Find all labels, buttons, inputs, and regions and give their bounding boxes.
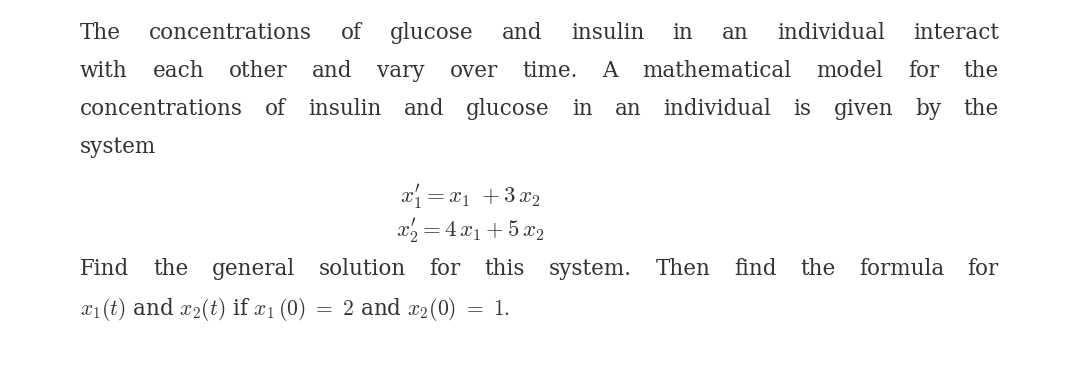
Text: in: in	[672, 22, 694, 44]
Text: system: system	[80, 136, 156, 158]
Text: glucose: glucose	[390, 22, 474, 44]
Text: A: A	[602, 60, 618, 82]
Text: Find: Find	[80, 258, 129, 280]
Text: and: and	[502, 22, 543, 44]
Text: for: for	[429, 258, 461, 280]
Text: for: for	[968, 258, 999, 280]
Text: of: of	[265, 98, 286, 120]
Text: formula: formula	[859, 258, 944, 280]
Text: vary: vary	[377, 60, 425, 82]
Text: by: by	[915, 98, 942, 120]
Text: $x_1^{\prime} = x_1 \ + 3 \, x_2$: $x_1^{\prime} = x_1 \ + 3 \, x_2$	[399, 182, 541, 211]
Text: over: over	[450, 60, 497, 82]
Text: mathematical: mathematical	[643, 60, 792, 82]
Text: this: this	[484, 258, 525, 280]
Text: concentrations: concentrations	[149, 22, 312, 44]
Text: and: and	[312, 60, 353, 82]
Text: of: of	[341, 22, 361, 44]
Text: find: find	[734, 258, 776, 280]
Text: The: The	[80, 22, 121, 44]
Text: insulin: insulin	[309, 98, 382, 120]
Text: the: the	[964, 60, 999, 82]
Text: individual: individual	[664, 98, 771, 120]
Text: other: other	[229, 60, 287, 82]
Text: an: an	[615, 98, 642, 120]
Text: individual: individual	[777, 22, 885, 44]
Text: glucose: glucose	[466, 98, 550, 120]
Text: each: each	[152, 60, 204, 82]
Text: given: given	[834, 98, 893, 120]
Text: system.: system.	[548, 258, 631, 280]
Text: interact: interact	[913, 22, 999, 44]
Text: $x_2^{\prime} = 4 \, x_1 + 5 \, x_2$: $x_2^{\prime} = 4 \, x_1 + 5 \, x_2$	[396, 216, 544, 245]
Text: in: in	[572, 98, 592, 120]
Text: the: the	[153, 258, 188, 280]
Text: time.: time.	[522, 60, 577, 82]
Text: concentrations: concentrations	[80, 98, 243, 120]
Text: for: for	[907, 60, 939, 82]
Text: model: model	[817, 60, 883, 82]
Text: with: with	[80, 60, 127, 82]
Text: solution: solution	[318, 258, 406, 280]
Text: the: the	[964, 98, 999, 120]
Text: is: is	[794, 98, 811, 120]
Text: and: and	[404, 98, 445, 120]
Text: general: general	[211, 258, 295, 280]
Text: an: an	[722, 22, 749, 44]
Text: $x_1(t)$ and $x_2(t)$ if $x_1\,(0) \ = \ 2$ and $x_2(0) \ = \ 1.$: $x_1(t)$ and $x_2(t)$ if $x_1\,(0) \ = \…	[80, 296, 510, 323]
Text: insulin: insulin	[571, 22, 644, 44]
Text: the: the	[800, 258, 835, 280]
Text: Then: Then	[655, 258, 710, 280]
